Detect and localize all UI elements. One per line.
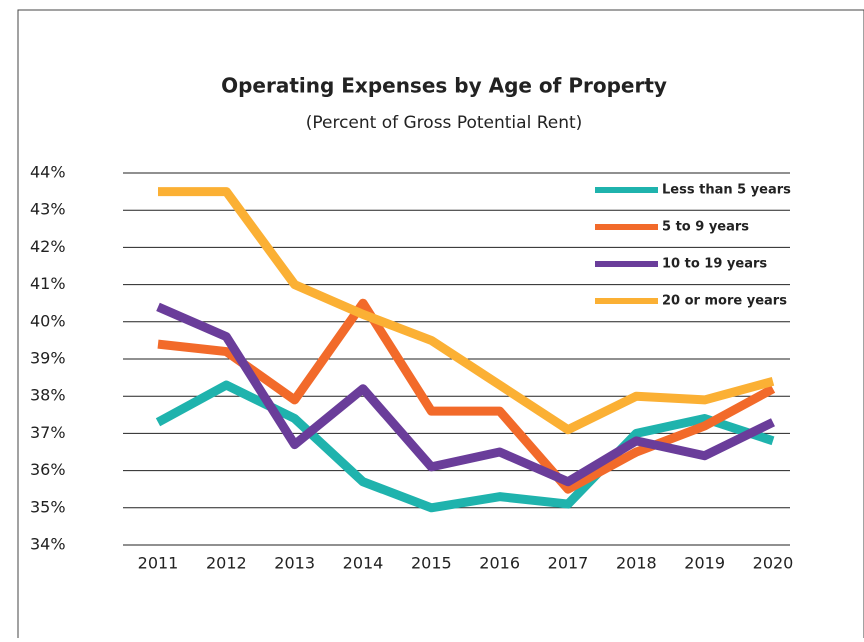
y-tick-label: 35% <box>30 497 66 516</box>
x-tick-label: 2014 <box>343 554 384 573</box>
chart-title: Operating Expenses by Age of Property <box>221 74 667 98</box>
series-line <box>157 298 776 494</box>
y-tick-label: 43% <box>30 200 66 219</box>
x-tick-label: 2019 <box>684 554 725 573</box>
y-tick-label: 38% <box>30 386 66 405</box>
series-line <box>156 302 775 487</box>
series-line <box>158 187 775 435</box>
frame <box>17 9 864 642</box>
y-tick-label: 44% <box>30 163 66 182</box>
x-tick-label: 2011 <box>138 554 179 573</box>
y-tick-label: 36% <box>30 460 66 479</box>
y-tick-label: 39% <box>30 349 66 368</box>
x-tick-label: 2017 <box>548 554 589 573</box>
y-tick-label: 37% <box>30 423 66 442</box>
y-tick-label: 40% <box>30 311 66 330</box>
legend-label: 10 to 19 years <box>662 257 767 272</box>
y-tick-label: 34% <box>30 535 66 554</box>
chart-subtitle: (Percent of Gross Potential Rent) <box>306 113 583 133</box>
x-tick-label: 2013 <box>274 554 315 573</box>
y-tick-label: 41% <box>30 274 66 293</box>
legend-label: 5 to 9 years <box>662 220 749 235</box>
y-tick-label: 42% <box>30 237 66 256</box>
x-tick-label: 2018 <box>616 554 657 573</box>
series-line <box>155 380 775 513</box>
x-tick-label: 2012 <box>206 554 247 573</box>
legend-label: Less than 5 years <box>662 183 791 198</box>
legend-label: 20 or more years <box>662 294 787 309</box>
x-tick-label: 2015 <box>411 554 452 573</box>
x-tick-label: 2016 <box>479 554 520 573</box>
x-tick-label: 2020 <box>753 554 794 573</box>
